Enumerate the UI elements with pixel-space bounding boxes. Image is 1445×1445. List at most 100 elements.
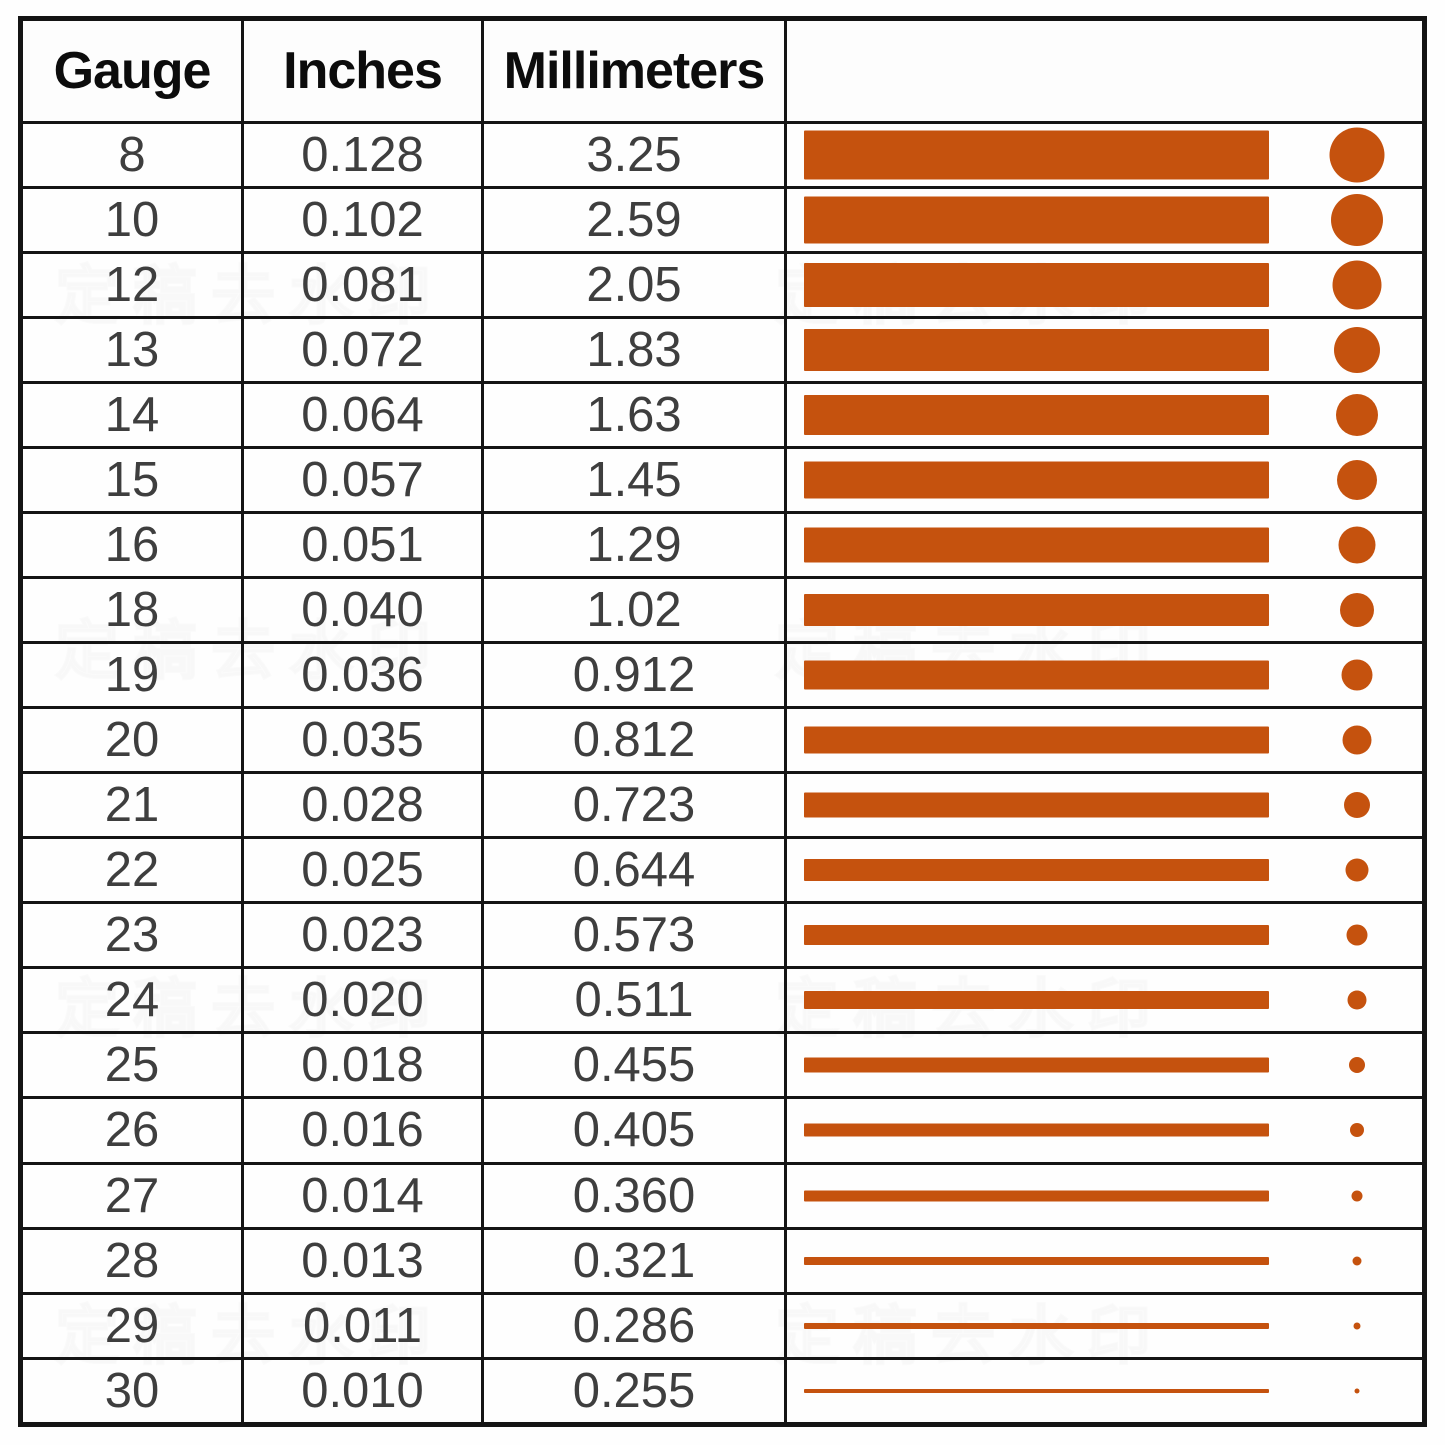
wire-visual-cell bbox=[784, 1356, 1426, 1427]
wire-thickness-bar bbox=[804, 527, 1269, 563]
wire-thickness-bar bbox=[804, 263, 1269, 308]
wire-cross-section-dot bbox=[1331, 194, 1383, 247]
millimeters-cell: 1.63 bbox=[481, 381, 787, 450]
millimeters-cell: 0.723 bbox=[481, 771, 787, 840]
gauge-cell: 10 bbox=[19, 186, 244, 255]
inches-cell: 0.036 bbox=[241, 641, 484, 710]
table-row: 16 0.051 1.29 bbox=[19, 511, 1426, 580]
millimeters-cell: 0.511 bbox=[481, 966, 787, 1035]
wire-visual-cell bbox=[784, 251, 1426, 320]
gauge-cell: 15 bbox=[19, 446, 244, 515]
wire-visual-cell bbox=[784, 836, 1426, 905]
millimeters-cell: 1.29 bbox=[481, 511, 787, 580]
wire-cross-section-dot bbox=[1340, 593, 1374, 628]
inches-cell: 0.028 bbox=[241, 771, 484, 840]
wire-visual-cell bbox=[784, 706, 1426, 775]
wire-visual-cell bbox=[784, 381, 1426, 450]
inches-cell: 0.014 bbox=[241, 1161, 484, 1230]
inches-cell: 0.051 bbox=[241, 511, 484, 580]
table-row: 28 0.013 0.321 bbox=[19, 1226, 1426, 1295]
table-row: 19 0.036 0.912 bbox=[19, 641, 1426, 710]
inches-cell: 0.040 bbox=[241, 576, 484, 645]
gauge-cell: 25 bbox=[19, 1031, 244, 1100]
gauge-cell: 22 bbox=[19, 836, 244, 905]
wire-cross-section-dot bbox=[1336, 394, 1378, 437]
wire-cross-section-dot bbox=[1337, 460, 1377, 501]
table-row: 13 0.072 1.83 bbox=[19, 316, 1426, 385]
inches-cell: 0.057 bbox=[241, 446, 484, 515]
wire-cross-section-dot bbox=[1332, 260, 1382, 310]
wire-visual-cell bbox=[784, 1291, 1426, 1360]
gauge-cell: 28 bbox=[19, 1226, 244, 1295]
table-row: 29 0.011 0.286 bbox=[19, 1291, 1426, 1360]
wire-cross-section-dot bbox=[1352, 1256, 1362, 1266]
wire-visual-cell bbox=[784, 1226, 1426, 1295]
header-millimeters: Millimeters bbox=[481, 17, 787, 124]
table-row: 23 0.023 0.573 bbox=[19, 901, 1426, 970]
gauge-cell: 27 bbox=[19, 1161, 244, 1230]
millimeters-cell: 0.455 bbox=[481, 1031, 787, 1100]
table-row: 14 0.064 1.63 bbox=[19, 381, 1426, 450]
wire-visual-cell bbox=[784, 120, 1426, 190]
millimeters-cell: 0.912 bbox=[481, 641, 787, 710]
wire-thickness-bar bbox=[804, 196, 1269, 244]
wire-thickness-bar bbox=[804, 1190, 1269, 1202]
wire-visual-cell bbox=[784, 771, 1426, 840]
inches-cell: 0.025 bbox=[241, 836, 484, 905]
wire-visual-cell bbox=[784, 511, 1426, 580]
wire-visual-cell bbox=[784, 186, 1426, 255]
inches-cell: 0.011 bbox=[241, 1291, 484, 1360]
wire-thickness-bar bbox=[804, 792, 1269, 818]
wire-thickness-bar bbox=[804, 594, 1269, 627]
gauge-cell: 19 bbox=[19, 641, 244, 710]
wire-visual-cell bbox=[784, 1031, 1426, 1100]
gauge-cell: 20 bbox=[19, 706, 244, 775]
wire-thickness-bar bbox=[804, 1123, 1269, 1137]
millimeters-cell: 0.405 bbox=[481, 1096, 787, 1165]
table-row: 10 0.102 2.59 bbox=[19, 186, 1426, 255]
gauge-cell: 30 bbox=[19, 1356, 244, 1427]
table-row: 20 0.035 0.812 bbox=[19, 706, 1426, 775]
wire-cross-section-dot bbox=[1344, 792, 1370, 819]
millimeters-cell: 1.83 bbox=[481, 316, 787, 385]
millimeters-cell: 1.02 bbox=[481, 576, 787, 645]
inches-cell: 0.020 bbox=[241, 966, 484, 1035]
wire-gauge-table: Gauge Inches Millimeters 8 0.128 3.25 10 0.1… bbox=[18, 16, 1427, 1427]
gauge-cell: 12 bbox=[19, 251, 244, 320]
wire-thickness-bar bbox=[804, 1388, 1269, 1393]
wire-cross-section-dot bbox=[1347, 990, 1367, 1010]
wire-thickness-bar bbox=[804, 726, 1269, 754]
inches-cell: 0.072 bbox=[241, 316, 484, 385]
header-gauge: Gauge bbox=[19, 17, 244, 124]
gauge-cell: 18 bbox=[19, 576, 244, 645]
gauge-cell: 26 bbox=[19, 1096, 244, 1165]
inches-cell: 0.102 bbox=[241, 186, 484, 255]
wire-visual-cell bbox=[784, 576, 1426, 645]
wire-visual-cell bbox=[784, 316, 1426, 385]
inches-cell: 0.064 bbox=[241, 381, 484, 450]
wire-thickness-bar bbox=[804, 991, 1269, 1010]
header-visual bbox=[784, 17, 1426, 124]
millimeters-cell: 0.360 bbox=[481, 1161, 787, 1230]
wire-thickness-bar bbox=[804, 660, 1269, 690]
millimeters-cell: 2.05 bbox=[481, 251, 787, 320]
gauge-cell: 14 bbox=[19, 381, 244, 450]
table-row: 26 0.016 0.405 bbox=[19, 1096, 1426, 1165]
inches-cell: 0.023 bbox=[241, 901, 484, 970]
gauge-cell: 24 bbox=[19, 966, 244, 1035]
wire-cross-section-dot bbox=[1345, 858, 1369, 882]
millimeters-cell: 2.59 bbox=[481, 186, 787, 255]
millimeters-cell: 0.644 bbox=[481, 836, 787, 905]
wire-cross-section-dot bbox=[1341, 659, 1373, 691]
table-row: 24 0.020 0.511 bbox=[19, 966, 1426, 1035]
table-row: 25 0.018 0.455 bbox=[19, 1031, 1426, 1100]
wire-cross-section-dot bbox=[1353, 1322, 1361, 1330]
wire-visual-cell bbox=[784, 966, 1426, 1035]
wire-cross-section-dot bbox=[1349, 1057, 1365, 1074]
table-row: 15 0.057 1.45 bbox=[19, 446, 1426, 515]
wire-visual-cell bbox=[784, 1096, 1426, 1165]
millimeters-cell: 1.45 bbox=[481, 446, 787, 515]
wire-visual-cell bbox=[784, 1161, 1426, 1230]
inches-cell: 0.013 bbox=[241, 1226, 484, 1295]
